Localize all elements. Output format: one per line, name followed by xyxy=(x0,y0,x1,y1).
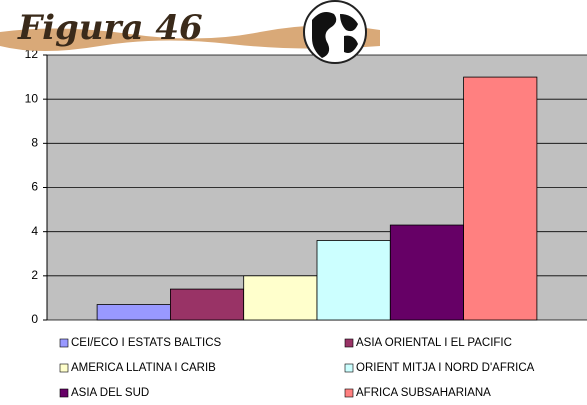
globe-land xyxy=(312,12,358,58)
bar xyxy=(96,304,171,321)
y-tick-label: 4 xyxy=(31,224,38,238)
legend-swatch xyxy=(59,363,69,373)
y-tick-label: 2 xyxy=(31,268,38,282)
header-banner: Figura 46 xyxy=(0,0,380,64)
legend-swatch xyxy=(344,338,354,348)
bar xyxy=(243,275,318,321)
legend-swatch xyxy=(59,338,69,348)
legend-label: ASIA DEL SUD xyxy=(71,387,149,399)
legend-label: AFRICA SUBSAHARIANA xyxy=(356,387,491,399)
chart-title: Figura 46 xyxy=(17,8,203,48)
legend-swatch xyxy=(344,388,354,398)
y-tick-label: 6 xyxy=(31,180,38,194)
y-tick-label: 8 xyxy=(31,136,38,150)
bar xyxy=(316,240,391,321)
legend-label: AMERICA LLATINA I CARIB xyxy=(71,362,216,374)
legend-label: CEI/ECO I ESTATS BALTICS xyxy=(71,337,221,349)
legend-swatch xyxy=(344,363,354,373)
legend-label: ASIA ORIENTAL I EL PACIFIC xyxy=(356,337,512,349)
bar xyxy=(169,288,245,321)
y-tick-label: 10 xyxy=(25,91,39,105)
legend-swatch xyxy=(59,388,69,398)
banner-band xyxy=(0,25,380,51)
y-tick-label: 0 xyxy=(31,312,38,326)
legend-label: ORIENT MITJA I NORD D'AFRICA xyxy=(356,362,535,374)
bar xyxy=(463,76,538,321)
bar xyxy=(389,224,464,321)
